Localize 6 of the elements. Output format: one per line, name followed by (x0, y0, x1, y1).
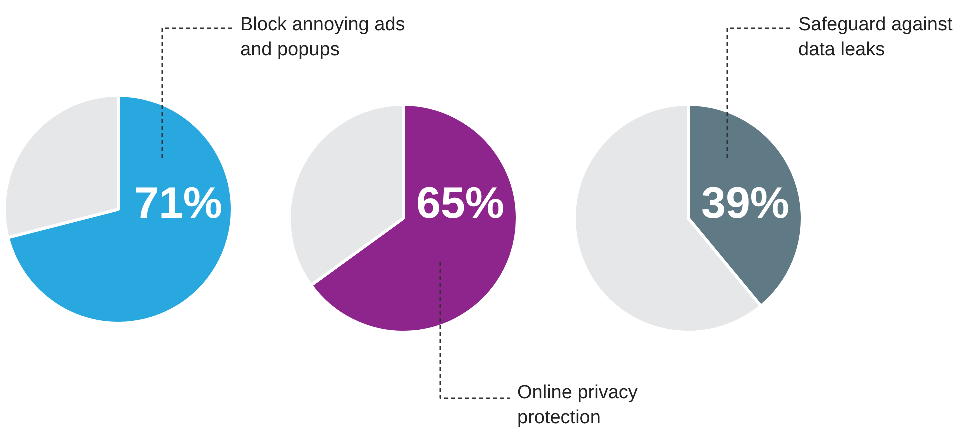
data-label: 71% (134, 179, 223, 228)
slice-label: Online privacy protection (518, 382, 638, 429)
slice-label: Safeguard against data leaks (798, 14, 954, 61)
data-label: 65% (416, 179, 505, 228)
data-label: 39% (701, 179, 790, 228)
slice-label: Block annoying ads and popups (240, 14, 406, 61)
